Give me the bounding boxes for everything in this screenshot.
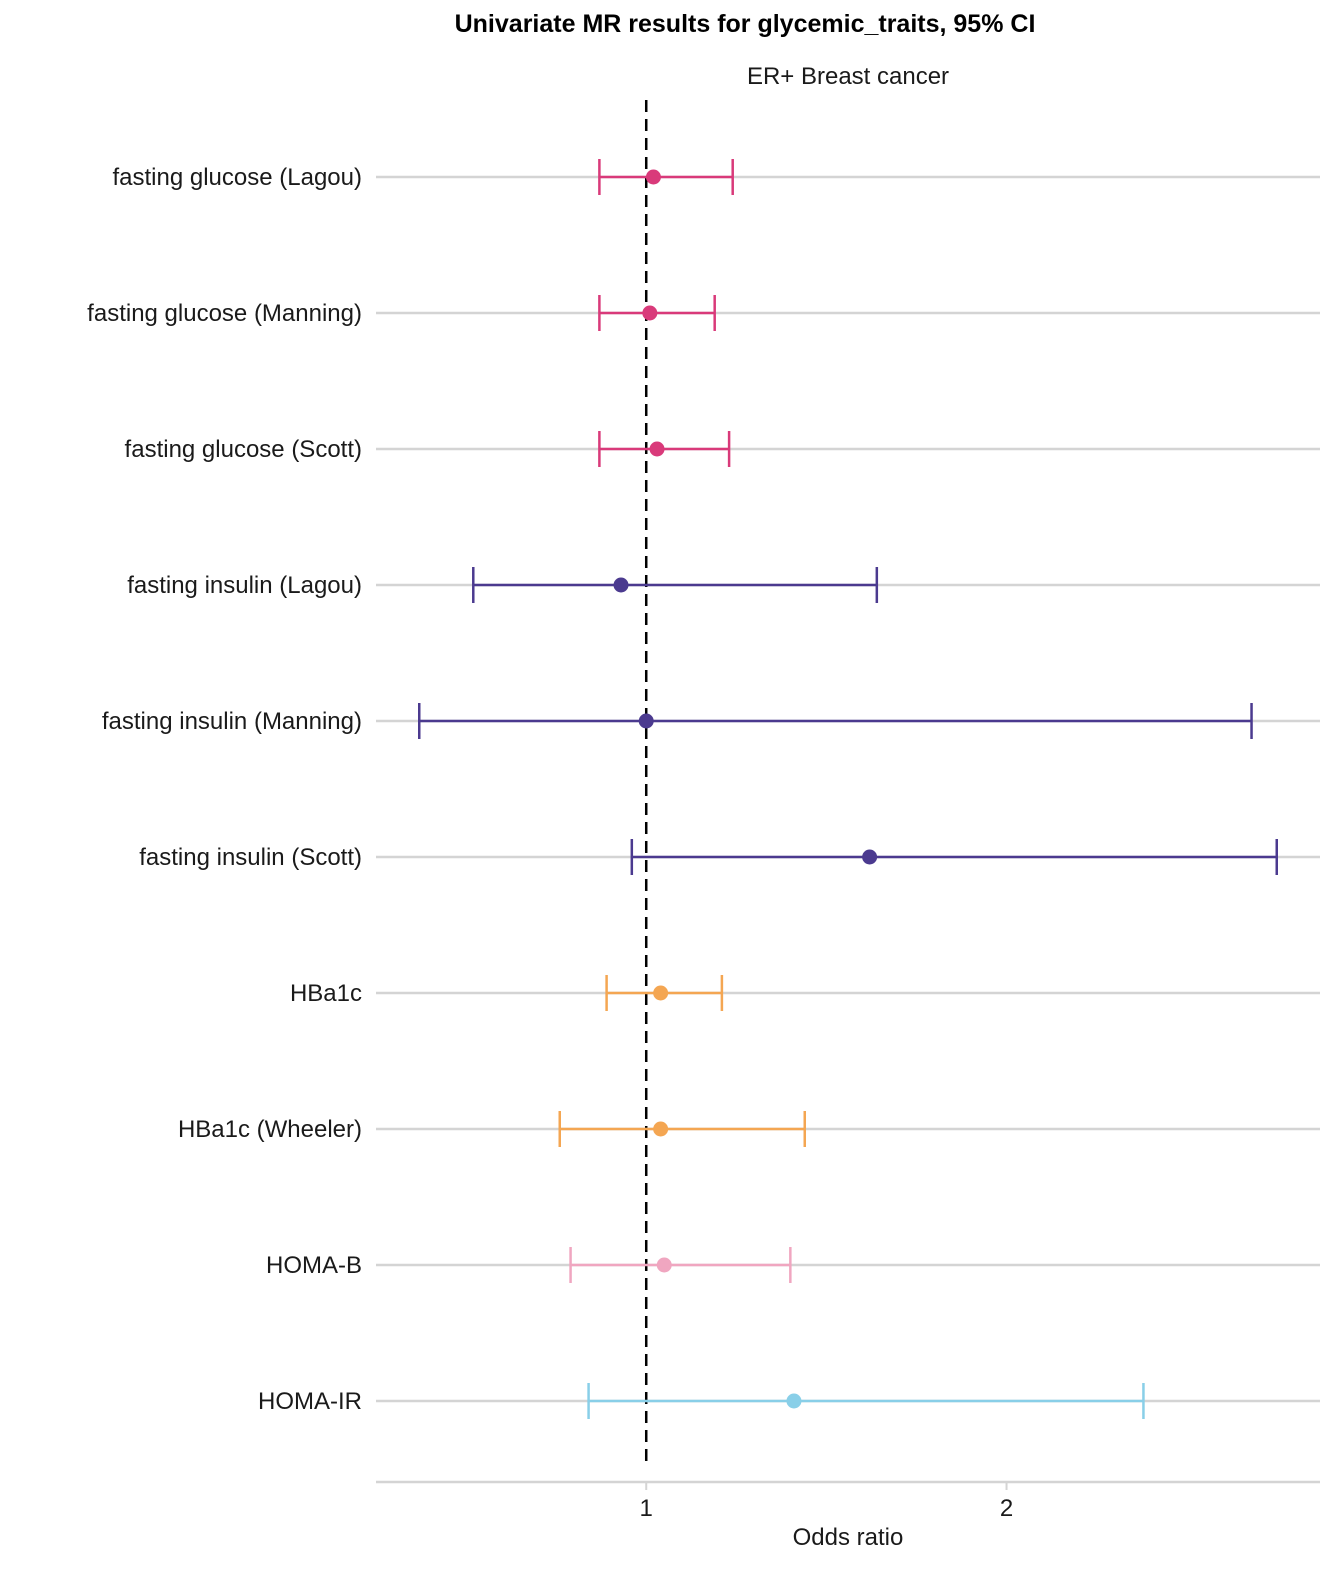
x-tick-label: 2 [1000, 1495, 1013, 1522]
y-tick-label: HOMA-B [266, 1252, 362, 1279]
y-tick-label: HOMA-IR [258, 1388, 362, 1415]
y-tick-label: fasting insulin (Lagou) [127, 572, 362, 599]
y-tick-label: fasting glucose (Scott) [125, 436, 362, 463]
y-tick-label: HBa1c (Wheeler) [178, 1116, 362, 1143]
y-tick-label: fasting glucose (Lagou) [113, 164, 363, 191]
point-estimate [642, 305, 658, 321]
y-tick-label: HBa1c [290, 980, 362, 1007]
point-estimate [649, 441, 665, 457]
point-estimate [656, 1257, 672, 1273]
chart-title: Univariate MR results for glycemic_trait… [454, 10, 1036, 38]
point-estimate [645, 169, 661, 185]
point-estimate [613, 577, 629, 593]
point-estimate [638, 713, 654, 729]
x-axis-title: Odds ratio [792, 1524, 904, 1551]
point-estimate [653, 985, 669, 1001]
point-estimate [862, 849, 878, 865]
y-tick-label: fasting glucose (Manning) [87, 300, 362, 327]
facet-label: ER+ Breast cancer [746, 63, 950, 90]
point-estimate [786, 1393, 802, 1409]
x-tick-label: 1 [640, 1495, 653, 1522]
point-estimate [653, 1121, 669, 1137]
y-tick-label: fasting insulin (Manning) [102, 708, 362, 735]
y-tick-label: fasting insulin (Scott) [139, 844, 362, 871]
